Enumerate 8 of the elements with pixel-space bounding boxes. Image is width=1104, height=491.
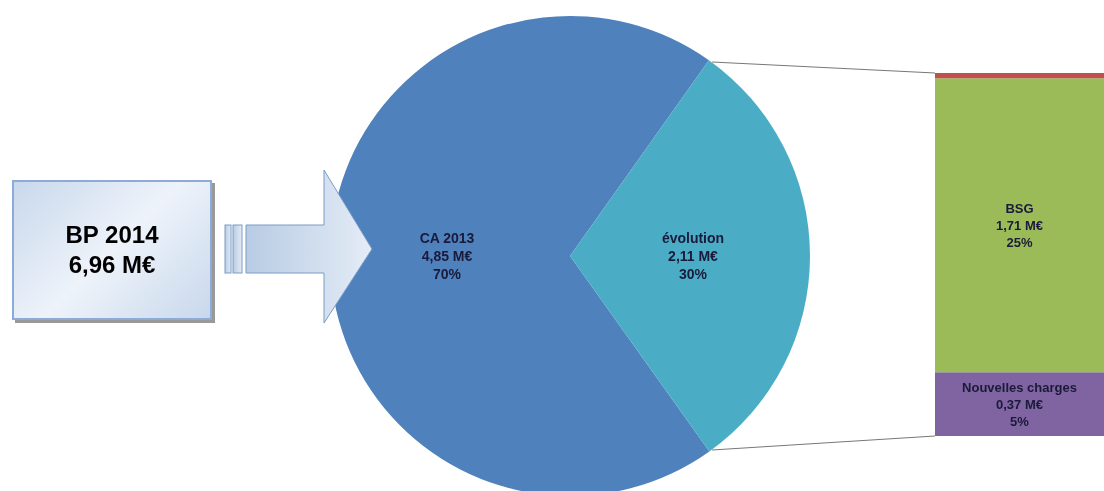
data-label: 1,71 M€ 25% (996, 217, 1043, 250)
series-label: Nouvelles charges (962, 379, 1077, 395)
data-label: 4,85 M€ 70% (421, 248, 473, 283)
slice-label: évolution (661, 229, 725, 246)
data-label: 2,11 M€ 30% (668, 247, 719, 282)
slice-label: CA 2013 (419, 230, 475, 247)
data-label: 0,37 M€ 5% (996, 396, 1043, 429)
series-label: BSG (1005, 200, 1034, 216)
